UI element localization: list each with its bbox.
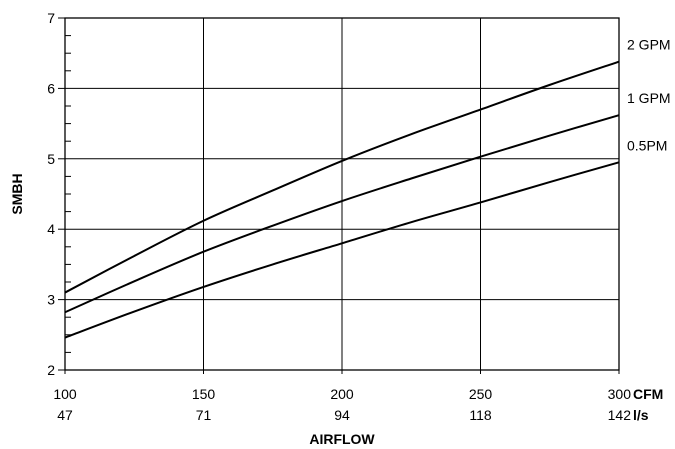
series-line-2 xyxy=(64,161,620,339)
series-lines xyxy=(64,60,620,339)
x-unit-secondary: l/s xyxy=(633,407,649,423)
x-tick-label-300: 300 xyxy=(608,386,632,402)
x-tick-labels: 100 150 200 250 300 xyxy=(53,386,631,402)
x-tick-label-200: 200 xyxy=(330,386,354,402)
series-line-1 xyxy=(64,114,620,314)
x-tick-label-250: 250 xyxy=(469,386,493,402)
series-labels: 2 GPM 1 GPM 0.5PM xyxy=(627,37,671,154)
x-tick-label-150: 150 xyxy=(192,386,216,402)
x-secondary-tick-label-142: 142 xyxy=(608,407,632,423)
y-tick-label-5: 5 xyxy=(47,151,55,167)
series-label-1: 1 GPM xyxy=(627,90,671,106)
series-line-0 xyxy=(64,60,620,294)
y-tick-label-2: 2 xyxy=(47,362,55,378)
y-tick-label-3: 3 xyxy=(47,292,55,308)
x-unit-primary: CFM xyxy=(633,386,663,402)
y-tick-label-6: 6 xyxy=(47,80,55,96)
y-tick-labels: 2 3 4 5 6 7 xyxy=(47,10,55,378)
x-secondary-tick-label-71: 71 xyxy=(196,407,212,423)
series-label-2: 0.5PM xyxy=(627,137,667,153)
x-axis-title: AIRFLOW xyxy=(309,431,375,447)
series-label-0: 2 GPM xyxy=(627,37,671,53)
grid-lines xyxy=(65,18,619,370)
x-secondary-tick-label-94: 94 xyxy=(334,407,350,423)
x-secondary-tick-labels: 47 71 94 118 142 xyxy=(57,407,631,423)
x-secondary-tick-label-47: 47 xyxy=(57,407,73,423)
y-axis-title: SMBH xyxy=(9,173,25,214)
y-tick-label-4: 4 xyxy=(47,221,55,237)
y-tick-label-7: 7 xyxy=(47,10,55,26)
x-secondary-tick-label-118: 118 xyxy=(469,407,492,423)
x-tick-label-100: 100 xyxy=(53,386,77,402)
y-minor-ticks xyxy=(58,17,620,374)
